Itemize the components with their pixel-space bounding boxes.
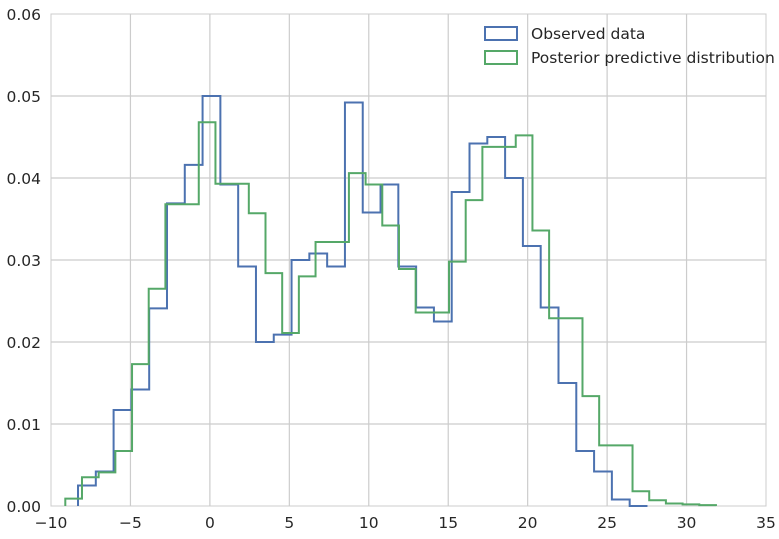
histogram-bar	[199, 122, 216, 506]
legend-swatch-posterior	[484, 50, 518, 65]
histogram-bar	[566, 318, 583, 506]
histogram-bar	[99, 472, 116, 506]
histogram-bar	[132, 364, 149, 506]
histogram-bar	[633, 491, 650, 506]
histogram-bar	[266, 273, 283, 506]
legend-label-posterior: Posterior predictive distribution	[531, 49, 775, 67]
y-tick-label: 0.01	[6, 416, 41, 434]
x-tick-label: 30	[677, 514, 697, 532]
legend-label-observed: Observed data	[531, 25, 645, 43]
x-tick-label: −10	[35, 514, 68, 532]
histogram-bar	[182, 204, 199, 506]
histogram-bar	[299, 276, 316, 506]
histogram-bar	[532, 230, 549, 506]
y-tick-label: 0.06	[6, 6, 41, 24]
histogram-bar	[249, 213, 266, 506]
y-tick-label: 0.02	[6, 334, 41, 352]
histogram-bar	[683, 504, 700, 506]
series-1	[64, 121, 717, 507]
y-tick-label: 0.04	[6, 170, 41, 188]
x-tick-label: 10	[359, 514, 379, 532]
histogram-bar	[649, 500, 666, 506]
histogram-bar	[416, 312, 433, 506]
histogram-bar	[282, 333, 299, 506]
histogram-bar	[699, 505, 716, 506]
x-tick-label: 0	[205, 514, 215, 532]
x-tick-label: 20	[518, 514, 538, 532]
histogram-bar	[466, 200, 483, 506]
histogram-bar	[382, 226, 399, 506]
histogram-bar	[599, 445, 616, 506]
histogram-bar	[316, 242, 333, 506]
histogram-bar	[399, 269, 416, 506]
histogram-bar	[366, 185, 383, 506]
histogram-bar	[449, 262, 466, 506]
histogram-bar	[582, 396, 599, 506]
histogram-bar	[349, 173, 366, 506]
legend: Observed data Posterior predictive distr…	[484, 25, 775, 67]
histogram-bar	[549, 318, 566, 506]
x-tick-label: 35	[756, 514, 776, 532]
histogram-bar	[65, 499, 82, 506]
x-tick-label: −5	[119, 514, 142, 532]
histogram-bar	[499, 147, 516, 506]
histogram-step-line	[77, 95, 648, 507]
histogram-bar	[232, 184, 249, 506]
y-tick-label: 0.00	[6, 498, 41, 516]
histogram-bar	[149, 289, 166, 506]
histogram-bar	[115, 451, 132, 506]
y-axis-tick-labels: 0.00 0.01 0.02 0.03 0.04 0.05 0.06	[6, 6, 41, 516]
x-tick-label: 25	[597, 514, 617, 532]
y-tick-label: 0.05	[6, 88, 41, 106]
series-0	[77, 95, 648, 507]
x-axis-tick-labels: −10 −5 0 5 10 15 20 25 30 35	[35, 514, 776, 532]
x-tick-label: 5	[284, 514, 294, 532]
histogram-bar	[616, 445, 633, 506]
histogram-bar	[82, 477, 99, 506]
histogram-bar	[666, 504, 683, 506]
histogram-step-line	[64, 121, 717, 507]
histogram-bar	[165, 204, 182, 506]
histogram-bar	[482, 147, 499, 506]
x-tick-label: 15	[438, 514, 458, 532]
histogram-bar	[432, 312, 449, 506]
histogram-bar	[215, 184, 232, 506]
series-layer	[64, 95, 717, 507]
histogram-bar	[516, 135, 533, 506]
histogram-bar	[332, 242, 349, 506]
y-tick-label: 0.03	[6, 252, 41, 270]
legend-swatch-observed	[484, 26, 518, 41]
